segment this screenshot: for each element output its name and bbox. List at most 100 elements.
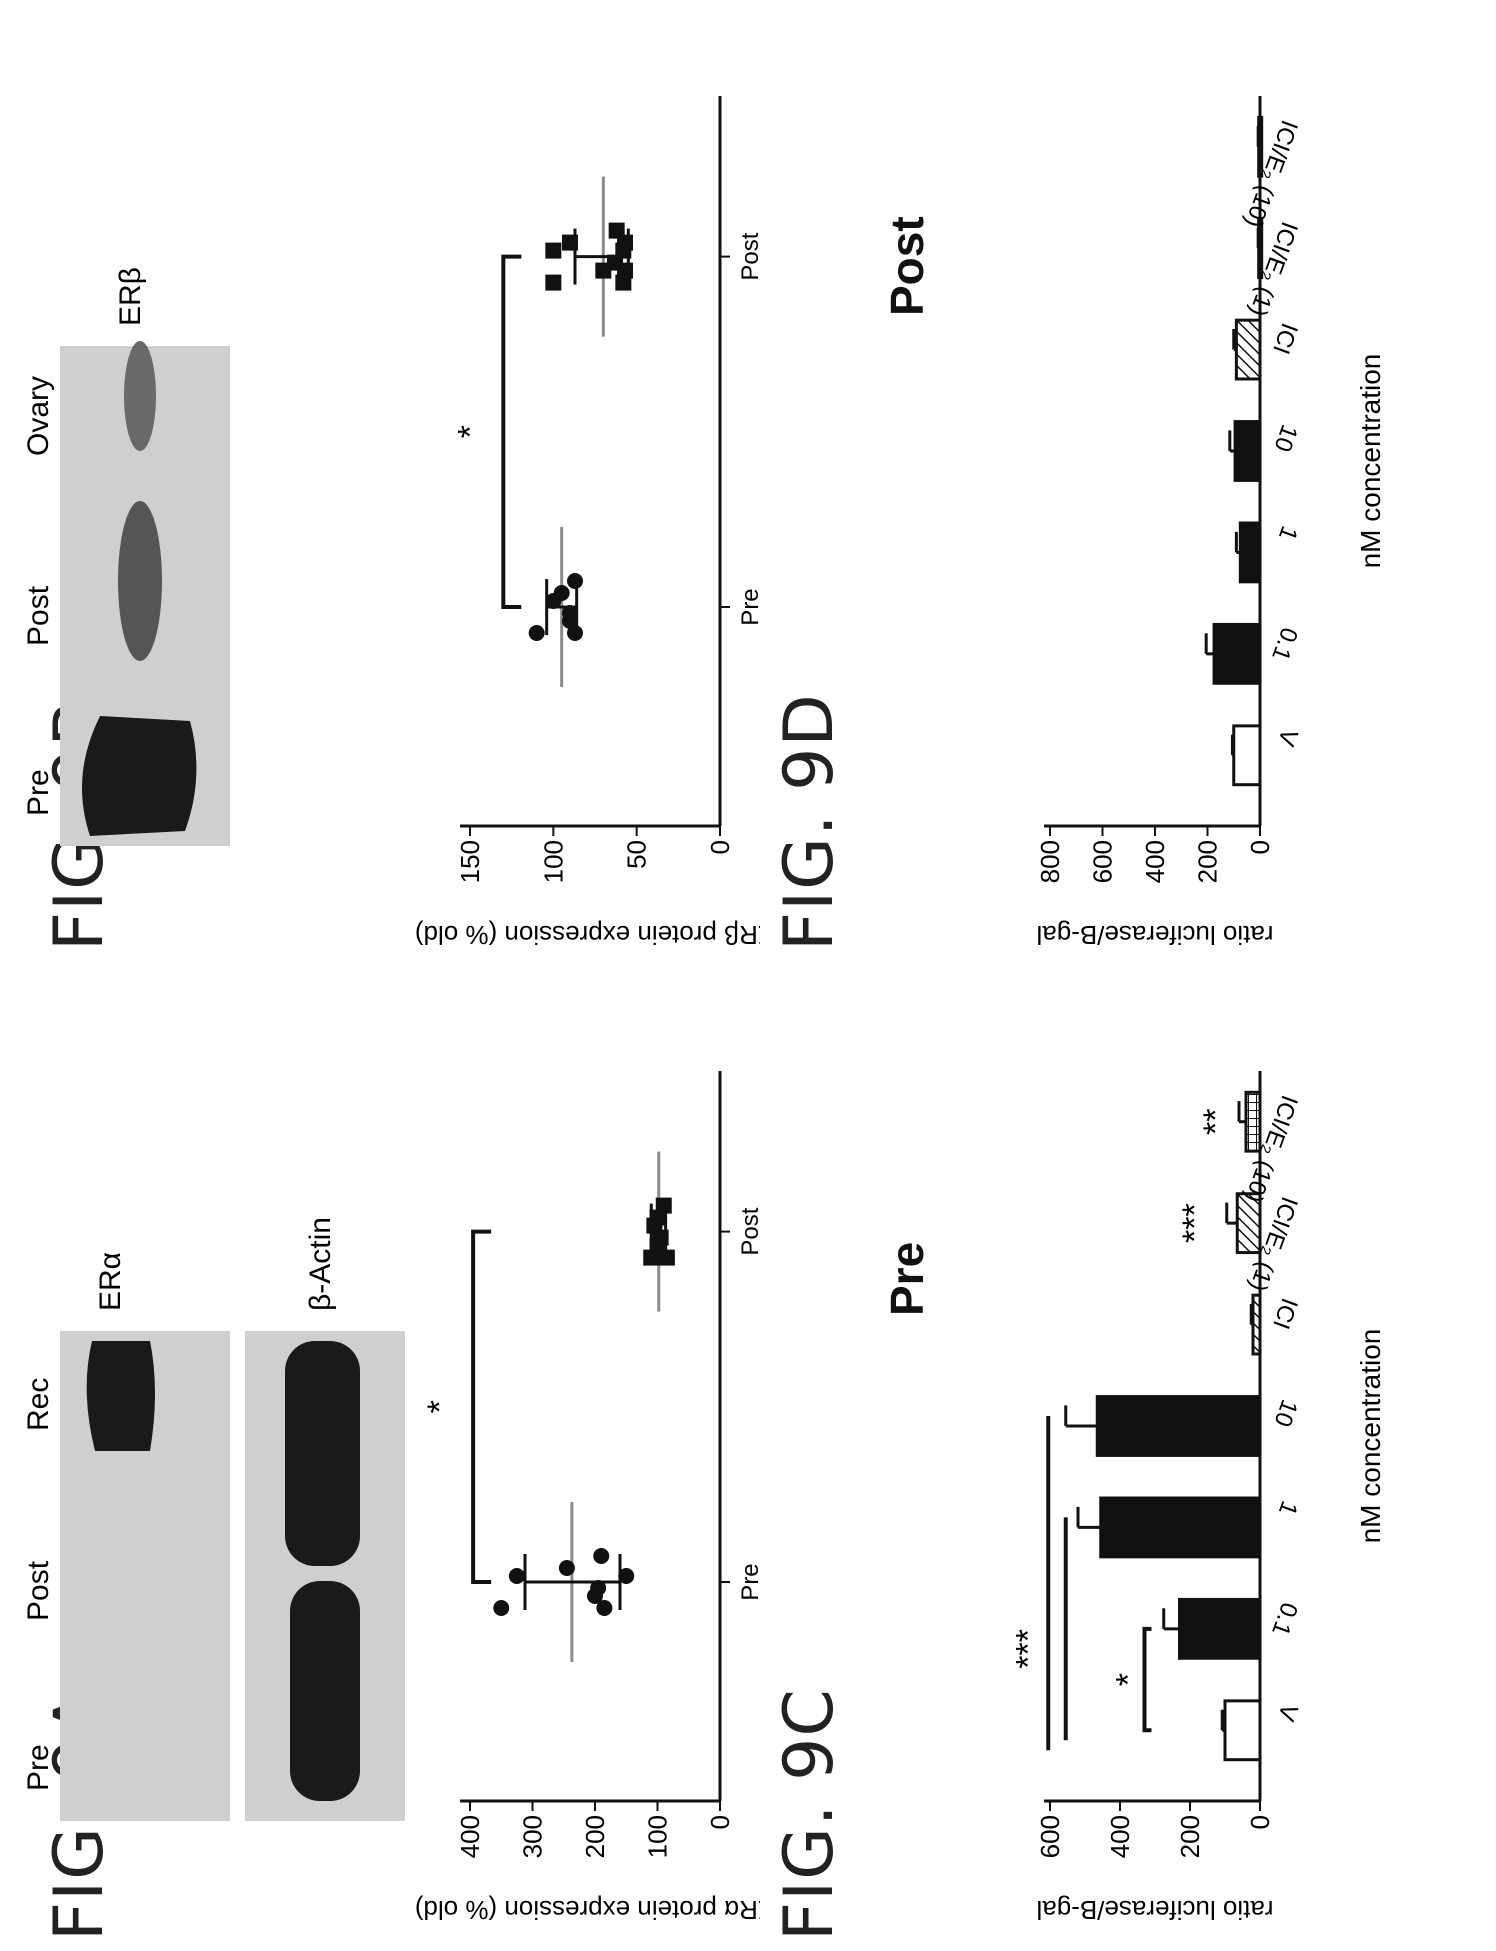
blot-lane-label: Pre (22, 769, 55, 816)
bar (1234, 318, 1262, 381)
data-point (508, 1568, 525, 1584)
bar (1244, 1090, 1262, 1153)
bar (1099, 1496, 1262, 1559)
x-category-label: Pre (737, 588, 760, 625)
y-tick-label: 200 (580, 1815, 610, 1858)
y-axis-label: ratio luciferase/B-gal (1037, 920, 1274, 950)
blot-band (86, 1341, 155, 1451)
y-tick-label: 600 (1035, 1815, 1065, 1858)
data-point (528, 625, 545, 641)
y-tick-label: 400 (1140, 840, 1170, 883)
significance-bracket (501, 254, 522, 609)
fig-9a-panel: Pre Post Rec ERα β-Actin 0 100 200 300 400 ERα pro… (22, 1071, 760, 1925)
bar (1095, 1395, 1262, 1457)
x-category-label: Post (737, 232, 760, 280)
blot-band (290, 1581, 360, 1801)
y-tick-label: 400 (1105, 1815, 1135, 1858)
data-point (618, 1568, 635, 1584)
data-point (567, 625, 583, 641)
blot-band (124, 341, 156, 451)
x-category-label: ICI/E₂ (1) (1244, 218, 1303, 320)
x-category-label: Pre (737, 1563, 760, 1600)
blot-lane-label: Post (22, 585, 55, 646)
x-category-label: 1 (1273, 522, 1303, 544)
data-point (493, 1600, 510, 1616)
y-tick-label: 0 (705, 1815, 735, 1829)
data-point (658, 1249, 675, 1266)
data-point (590, 1580, 607, 1596)
x-category-label: ICI (1267, 1294, 1303, 1332)
data-point (562, 234, 578, 251)
x-category-label: ICI/E₂ (10) (1239, 117, 1303, 231)
blot-band (118, 501, 162, 661)
y-tick-label: 200 (1175, 1815, 1205, 1858)
x-axis-label: nM concentration (1355, 1329, 1386, 1544)
fig-9d-panel: 0 200 400 600 800 ratio luciferase/B-gal nM co… (1035, 96, 1386, 950)
y-tick-label: 0 (1245, 840, 1275, 854)
y-tick-label: 800 (1035, 840, 1065, 883)
bar (1232, 724, 1262, 787)
data-point (617, 234, 633, 251)
x-category-label: Post (737, 1207, 760, 1255)
significance-mark: * (421, 1400, 459, 1413)
blot-lane-label: Rec (22, 1378, 55, 1431)
x-category-label: 1 (1273, 1497, 1303, 1519)
blot-band-label: β-Actin (304, 1217, 337, 1311)
x-category-label: V (1272, 725, 1303, 749)
x-category-label: ICI (1267, 319, 1303, 357)
data-point (567, 573, 583, 589)
bar (1223, 1699, 1262, 1762)
data-point (553, 585, 570, 601)
blot-band (82, 716, 197, 836)
data-point (655, 1197, 672, 1214)
y-tick-label: 200 (1193, 840, 1223, 883)
y-axis-label: ratio luciferase/B-gal (1037, 1895, 1274, 1925)
x-axis-label: nM concentration (1355, 354, 1386, 569)
blot-lane-label: Post (22, 1560, 55, 1621)
blot-lane-label: Pre (22, 1744, 55, 1791)
significance-mark: *** (1010, 1629, 1048, 1669)
blot-lane-label: Ovary (22, 376, 55, 456)
bar (1212, 622, 1262, 685)
significance-mark: ** (1197, 1108, 1235, 1134)
significance-mark: *** (1176, 1203, 1214, 1243)
data-point (558, 1560, 575, 1576)
data-point (652, 1229, 669, 1246)
blot-band-label: ERβ (114, 267, 147, 326)
data-point (593, 1548, 610, 1564)
data-point (545, 274, 562, 291)
data-point (545, 242, 562, 259)
y-tick-label: 50 (622, 840, 652, 869)
y-tick-label: 400 (455, 1815, 485, 1858)
x-category-label: V (1272, 1700, 1303, 1724)
x-category-label: 10 (1268, 421, 1303, 455)
y-tick-label: 100 (643, 1815, 673, 1858)
significance-mark: * (1109, 1673, 1147, 1686)
y-tick-label: 0 (1245, 1815, 1275, 1829)
x-category-label: 10 (1268, 1396, 1303, 1430)
significance-bracket (1142, 1626, 1152, 1733)
y-axis-label: ERβ protein expression (% old) (415, 920, 760, 950)
blot-era (60, 1331, 230, 1821)
fig-9b-panel: Pre Post Ovary ERβ 0 50 100 150 ERβ protein expr… (22, 96, 760, 950)
fig-9c-panel: 0 200 400 600 ratio luciferase/B-gal nM conce… (1010, 1071, 1386, 1925)
data-point (617, 262, 633, 279)
data-point (562, 605, 578, 621)
y-tick-label: 600 (1088, 840, 1118, 883)
x-category-label: 0.1 (1266, 624, 1303, 665)
y-tick-label: 100 (538, 840, 568, 883)
bar (1251, 1293, 1262, 1356)
y-tick-label: 150 (455, 840, 485, 883)
x-category-label: 0.1 (1266, 1599, 1303, 1640)
significance-bracket (471, 1229, 492, 1584)
bar (1233, 420, 1262, 482)
blot-band (285, 1341, 360, 1566)
data-point (596, 1600, 613, 1616)
y-tick-label: 0 (705, 840, 735, 854)
blot-band-label: ERα (94, 1252, 127, 1311)
significance-mark: * (451, 425, 489, 438)
bar (1178, 1597, 1262, 1660)
y-tick-label: 300 (518, 1815, 548, 1858)
bar (1238, 521, 1262, 584)
